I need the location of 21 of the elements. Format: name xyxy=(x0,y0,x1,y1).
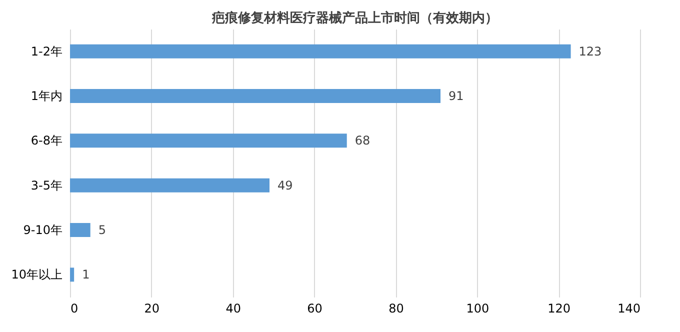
x-tick-label: 120 xyxy=(548,302,571,316)
x-tick-label: 40 xyxy=(226,302,241,316)
y-tick-label: 3-5年 xyxy=(30,178,62,192)
y-tick-label: 1-2年 xyxy=(30,44,62,58)
data-label: 1 xyxy=(82,268,90,282)
y-tick-label: 9-10年 xyxy=(23,223,62,237)
chart-title: 疤痕修复材料医疗器械产品上市时间（有效期内） xyxy=(211,10,498,26)
x-tick-label: 0 xyxy=(70,302,78,316)
data-label: 123 xyxy=(578,44,602,58)
y-tick-label: 10年以上 xyxy=(11,268,62,282)
data-label: 68 xyxy=(354,134,370,148)
data-label: 91 xyxy=(448,89,464,103)
x-tick-label: 80 xyxy=(388,302,404,316)
data-label: 5 xyxy=(98,223,106,237)
x-tick-label: 140 xyxy=(618,302,640,316)
y-tick-label: 1年内 xyxy=(30,89,62,103)
x-tick-label: 20 xyxy=(144,302,160,316)
x-tick-label: 100 xyxy=(466,302,490,316)
x-tick-label: 60 xyxy=(307,302,322,316)
data-label: 49 xyxy=(278,178,293,192)
y-tick-label: 6-8年 xyxy=(30,134,62,148)
